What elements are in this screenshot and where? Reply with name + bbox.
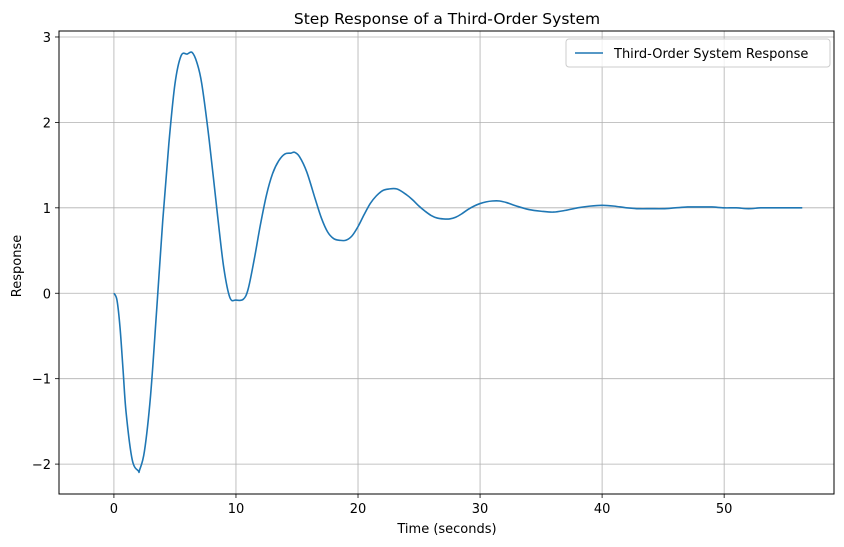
- y-axis-label: Response: [10, 235, 25, 297]
- y-axis-ticks: −2 −1 0 1 2 3: [32, 31, 59, 473]
- chart-title: Step Response of a Third-Order System: [294, 10, 600, 28]
- x-tick-label: 50: [716, 502, 733, 517]
- x-tick-label: 20: [350, 502, 367, 517]
- x-tick-label: 10: [228, 502, 245, 517]
- legend-label: Third-Order System Response: [613, 47, 808, 62]
- plot-area: [113, 51, 803, 474]
- y-tick-label: 3: [43, 31, 51, 46]
- y-tick-label: −1: [32, 373, 51, 388]
- series-line: [113, 51, 803, 474]
- legend-box: [565, 38, 831, 68]
- x-tick-label: 30: [472, 502, 489, 517]
- y-tick-label: 0: [43, 287, 51, 302]
- x-axis-ticks: 0 10 20 30 40 50: [110, 494, 733, 517]
- y-tick-label: 1: [43, 202, 51, 217]
- legend: Third-Order System Response: [565, 38, 831, 68]
- y-tick-label: −2: [32, 458, 51, 473]
- grid: [59, 31, 834, 494]
- x-axis-label: Time (seconds): [396, 522, 496, 537]
- x-tick-label: 40: [594, 502, 611, 517]
- x-tick-label: 0: [110, 502, 118, 517]
- axes-frame: [58, 30, 835, 495]
- y-tick-label: 2: [43, 116, 51, 131]
